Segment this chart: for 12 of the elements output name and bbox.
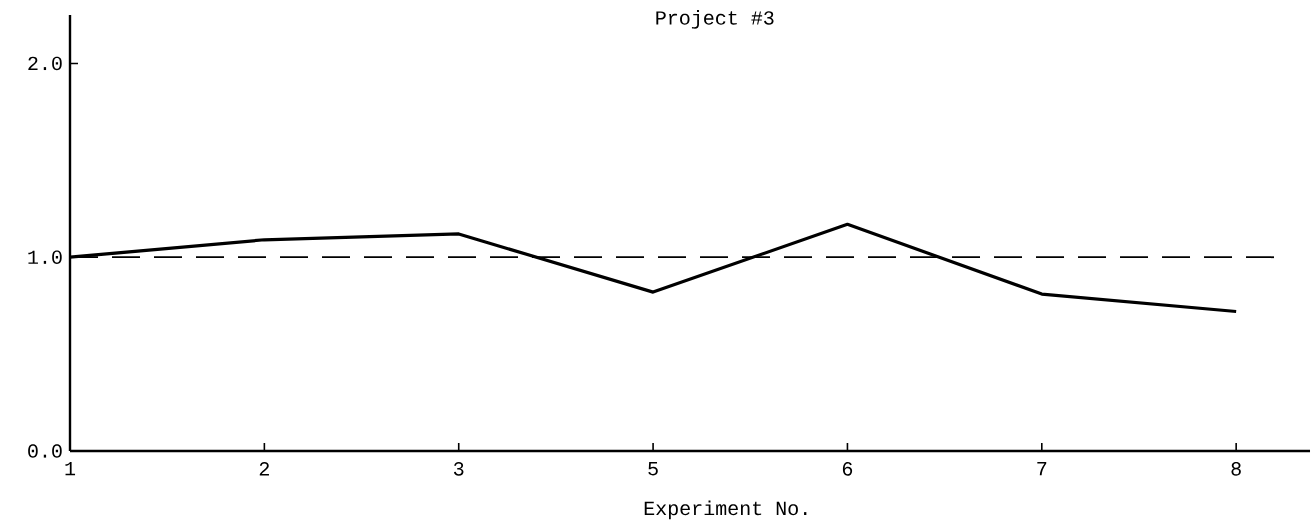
chart-title: Project #3 xyxy=(656,10,774,29)
x-axis-title: Experiment No. xyxy=(644,500,807,520)
x-tick-label: 8 xyxy=(1231,462,1241,476)
x-tick-label: 7 xyxy=(1037,462,1047,476)
y-tick-label: 0.0 xyxy=(28,444,62,458)
y-tick-label: 1.0 xyxy=(28,250,62,265)
x-tick-label: 6 xyxy=(842,462,853,476)
x-tick-label: 3 xyxy=(453,462,464,476)
y-tick-label: 2.0 xyxy=(28,56,62,71)
x-tick-label: 1 xyxy=(65,462,76,476)
x-tick-label: 2 xyxy=(259,462,269,476)
x-tick-label: 5 xyxy=(648,462,658,476)
